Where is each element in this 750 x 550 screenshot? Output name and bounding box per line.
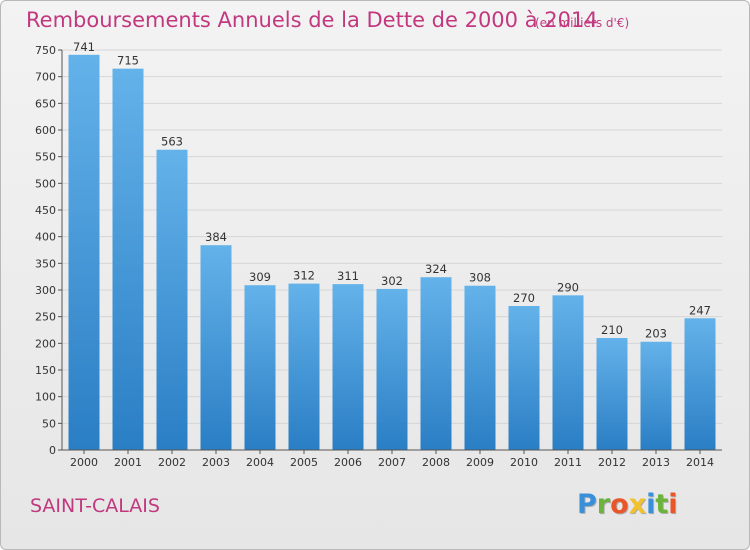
bar-2000 — [68, 54, 100, 451]
x-tick-label: 2011 — [554, 456, 582, 469]
y-tick-label: 450 — [35, 204, 56, 217]
y-tick-label: 150 — [35, 364, 56, 377]
logo-letter: r — [596, 489, 611, 520]
y-tick-label: 250 — [35, 311, 56, 324]
y-tick-label: 500 — [35, 177, 56, 190]
x-tick-label: 2001 — [114, 456, 142, 469]
y-tick-label: 650 — [35, 97, 56, 110]
y-tick-label: 400 — [35, 231, 56, 244]
bar-value-label: 311 — [337, 269, 359, 283]
x-tick-label: 2009 — [466, 456, 494, 469]
chart-title: Remboursements Annuels de la Dette de 20… — [26, 8, 598, 32]
bars — [68, 54, 716, 451]
bar-value-label: 302 — [381, 274, 403, 288]
bar-2003 — [200, 245, 232, 450]
proxiti-logo: Proxiti — [577, 489, 678, 520]
x-tick-label: 2012 — [598, 456, 626, 469]
bar-2002 — [156, 149, 188, 450]
y-tick-label: 700 — [35, 71, 56, 84]
bar-2005 — [288, 283, 320, 450]
bar-value-label: 247 — [689, 303, 711, 317]
bar-value-label: 308 — [469, 271, 491, 285]
y-tick-label: 0 — [49, 444, 56, 457]
logo-letter: i — [646, 489, 656, 520]
axes — [58, 49, 722, 454]
bar-2010 — [508, 306, 540, 450]
bar-value-label: 309 — [249, 270, 271, 284]
bar-2012 — [596, 338, 628, 450]
logo-letter: P — [577, 489, 597, 520]
bar-value-label: 384 — [205, 230, 227, 244]
bar-value-label: 210 — [601, 323, 623, 337]
x-tick-label: 2006 — [334, 456, 362, 469]
x-tick-label: 2004 — [246, 456, 274, 469]
bar-2001 — [112, 68, 144, 451]
bar-2004 — [244, 285, 276, 450]
x-tick-label: 2007 — [378, 456, 406, 469]
bar-2011 — [552, 295, 584, 450]
x-tick-label: 2014 — [686, 456, 714, 469]
bar-2013 — [640, 341, 672, 450]
bar-value-label: 312 — [293, 269, 315, 283]
x-tick-label: 2013 — [642, 456, 670, 469]
logo-letter: x — [628, 489, 647, 520]
chart-unit: (en milliers d'€) — [535, 16, 630, 30]
y-tick-label: 50 — [42, 417, 56, 430]
x-tick-label: 2005 — [290, 456, 318, 469]
bar-value-label: 715 — [117, 54, 139, 68]
y-tick-label: 600 — [35, 124, 56, 137]
y-tick-label: 750 — [35, 44, 56, 57]
logo-letter: t — [655, 489, 669, 520]
x-tick-label: 2002 — [158, 456, 186, 469]
logo-letter: o — [610, 489, 629, 520]
y-tick-label: 100 — [35, 391, 56, 404]
x-tick-label: 2003 — [202, 456, 230, 469]
labels: 0 50 100 150 200 250 300 350 400 450 500 550 600 650 7… — [35, 40, 714, 469]
x-tick-label: 2000 — [70, 456, 98, 469]
bar-value-label: 324 — [425, 262, 447, 276]
y-tick-label: 300 — [35, 284, 56, 297]
bar-2009 — [464, 285, 496, 450]
y-tick-label: 200 — [35, 337, 56, 350]
logo-letter: i — [668, 489, 678, 520]
bar-2007 — [376, 288, 408, 450]
bar-value-label: 563 — [161, 135, 183, 149]
x-tick-label: 2010 — [510, 456, 538, 469]
bar-2014 — [684, 318, 716, 450]
bar-value-label: 270 — [513, 291, 535, 305]
bar-2008 — [420, 277, 452, 450]
bar-value-label: 741 — [73, 40, 95, 54]
town-name: SAINT-CALAIS — [30, 495, 160, 517]
x-tick-label: 2008 — [422, 456, 450, 469]
bar-value-label: 203 — [645, 327, 667, 341]
bar-value-label: 290 — [557, 280, 579, 294]
y-tick-label: 350 — [35, 257, 56, 270]
bar-2006 — [332, 284, 364, 450]
y-tick-label: 550 — [35, 151, 56, 164]
